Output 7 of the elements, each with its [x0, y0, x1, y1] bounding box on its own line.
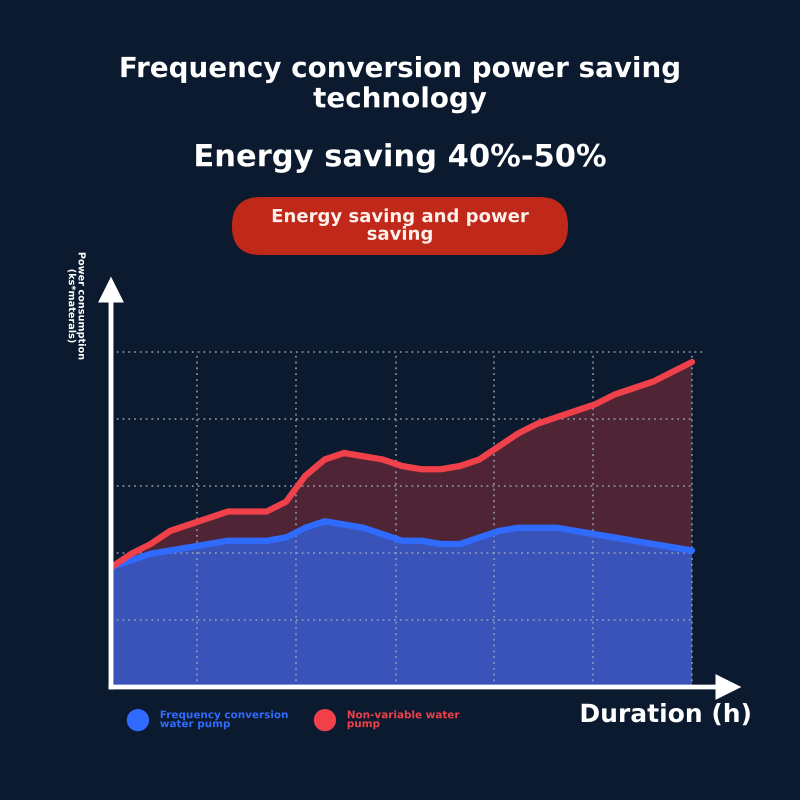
chart-subtitle: Energy saving 40%-50% — [196, 143, 606, 173]
x-axis-title: Duration (h) — [582, 703, 750, 726]
text: Energy saving and power saving — [272, 208, 529, 244]
legend-label: Frequency conversion water pump — [160, 710, 288, 730]
legend-label: Non-variable water pump — [348, 710, 460, 730]
y-axis-title: Power consumption (ks*materals) — [68, 252, 86, 360]
chart-title: Frequency conversion power saving technology — [121, 56, 679, 114]
